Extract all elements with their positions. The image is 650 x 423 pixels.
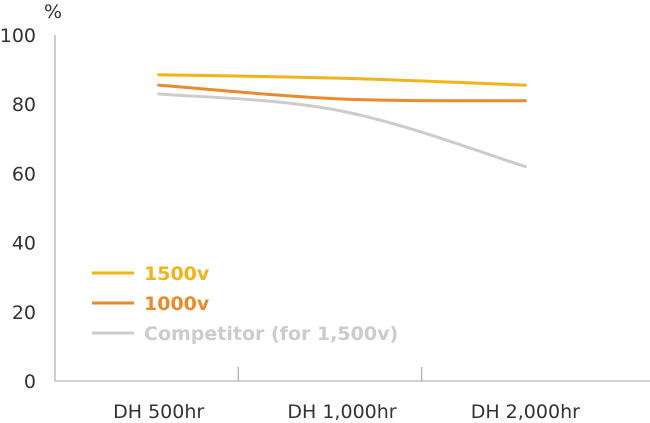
x-tick-label: DH 1,000hr	[287, 401, 396, 423]
series-line-1500v	[157, 73, 527, 87]
x-axis-ticks: DH 500hr DH 1,000hr DH 2,000hr	[113, 401, 580, 423]
y-tick-label: 80	[12, 94, 36, 116]
x-tick-label: DH 2,000hr	[471, 401, 580, 423]
x-tick-label: DH 500hr	[113, 401, 204, 423]
y-tick-label: 100	[0, 25, 36, 47]
y-tick-label: 60	[12, 163, 36, 185]
legend: 1500v 1000v Competitor (for 1,500v)	[92, 263, 398, 345]
y-axis-ticks: 0 20 40 60 80 100	[0, 25, 36, 393]
y-unit-label: %	[44, 1, 62, 23]
y-tick-label: 40	[12, 233, 36, 255]
series-line-competitor-for-1-500v	[157, 92, 527, 168]
legend-label: 1000v	[144, 293, 210, 315]
series-lines	[157, 73, 527, 168]
legend-label: Competitor (for 1,500v)	[144, 323, 398, 345]
y-tick-label: 20	[12, 302, 36, 324]
y-tick-label: 0	[24, 371, 36, 393]
series-line-1000v	[157, 83, 527, 103]
x-axis-dividers	[237, 367, 423, 381]
legend-label: 1500v	[144, 263, 210, 285]
